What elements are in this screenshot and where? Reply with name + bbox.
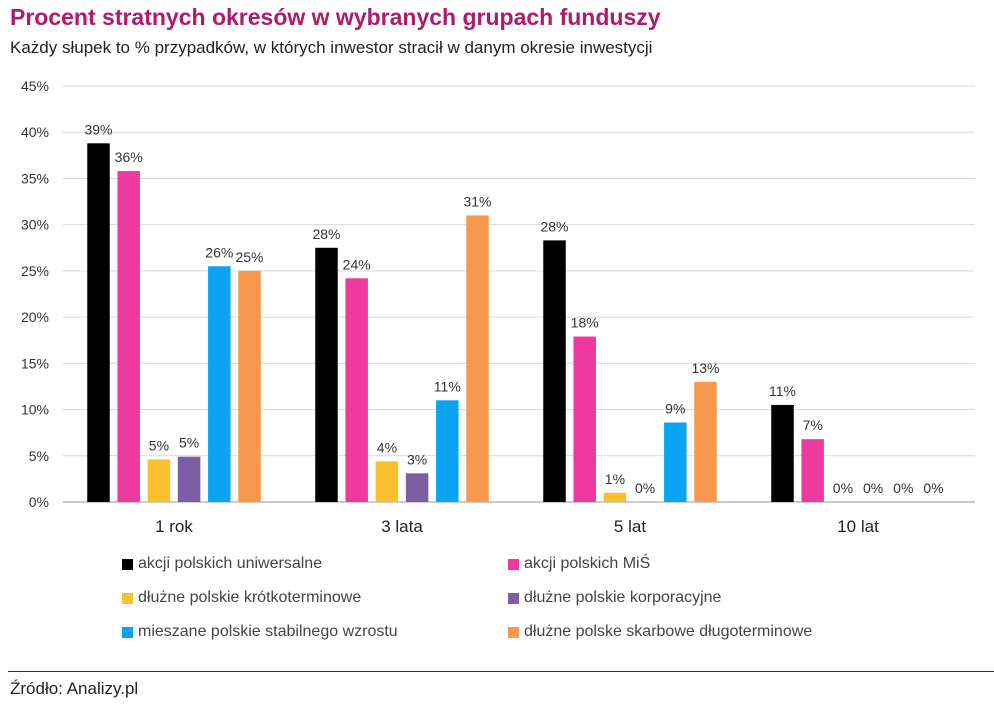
data-label: 7% — [803, 417, 823, 433]
data-label: 39% — [84, 121, 112, 137]
legend-item: akcji polskich MiŚ — [508, 555, 650, 573]
legend-item: dłużne polske skarbowe długoterminowe — [508, 623, 812, 641]
y-tick-label: 5% — [29, 448, 49, 464]
legend-item: mieszane polskie stabilnego wzrostu — [122, 623, 398, 641]
bar — [573, 336, 596, 502]
bar — [117, 171, 140, 502]
data-label: 11% — [769, 383, 796, 399]
x-tick-label: 1 rok — [155, 517, 193, 536]
legend-swatch — [122, 592, 133, 604]
bar — [694, 381, 717, 502]
bar-chart: 0% 5% 10% 15% 20% 25% 30% 35% 40% 45% 39%36% 5% 5% 26… — [21, 78, 975, 536]
data-label: 1% — [605, 471, 625, 487]
chart-title: Procent stratnych okresów w wybranych gr… — [10, 4, 661, 30]
data-label: 24% — [343, 256, 371, 272]
legend-label: dłużne polskie korporacyjne — [524, 589, 722, 606]
bar — [238, 270, 261, 502]
y-tick-label: 10% — [21, 402, 49, 418]
legend-item: dłużne polskie krótkoterminowe — [122, 589, 361, 607]
data-label: 0% — [833, 480, 853, 496]
legend-label: akcji polskich uniwersalne — [138, 555, 323, 572]
bar — [664, 422, 687, 502]
y-tick-label: 40% — [21, 124, 49, 140]
legend-label: dłużne polskie krótkoterminowe — [138, 589, 362, 606]
y-tick-label: 30% — [21, 217, 49, 233]
data-label: 13% — [691, 360, 719, 376]
data-label: 25% — [235, 249, 263, 265]
bar — [177, 456, 201, 502]
bar — [603, 492, 627, 502]
data-label: 11% — [434, 378, 461, 394]
bar — [801, 439, 824, 502]
data-label: 5% — [179, 435, 199, 451]
data-label: 0% — [893, 480, 913, 496]
y-tick-label: 15% — [21, 355, 49, 371]
data-label: 3% — [407, 451, 427, 467]
legend-swatch — [508, 626, 519, 638]
data-label: 0% — [635, 480, 655, 496]
data-label: 26% — [205, 244, 233, 260]
bar — [208, 266, 231, 502]
data-label: 0% — [923, 480, 943, 496]
y-tick-label: 0% — [29, 494, 49, 510]
bar — [771, 404, 794, 502]
bar — [543, 240, 566, 503]
data-label: 18% — [571, 315, 599, 331]
data-label: 9% — [665, 400, 685, 416]
x-tick-label: 10 lat — [837, 517, 879, 536]
bar — [315, 247, 338, 502]
legend-label: akcji polskich MiŚ — [524, 555, 651, 572]
x-tick-label: 5 lat — [614, 517, 646, 536]
source-note: Źródło: Analizy.pl — [10, 679, 139, 698]
footer-divider — [8, 671, 994, 672]
y-tick-label: 25% — [21, 263, 49, 279]
legend-item: dłużne polskie korporacyjne — [508, 589, 721, 607]
data-label: 31% — [463, 193, 491, 209]
bar — [466, 215, 489, 502]
data-label: 28% — [540, 218, 568, 234]
legend-label: mieszane polskie stabilnego wzrostu — [138, 623, 398, 640]
data-label: 0% — [863, 480, 883, 496]
legend-swatch — [508, 558, 519, 570]
legend-swatch — [122, 626, 133, 638]
data-label: 28% — [312, 226, 340, 242]
bar — [87, 143, 110, 502]
bar — [375, 461, 399, 502]
y-tick-label: 20% — [21, 309, 49, 325]
bar — [147, 459, 171, 502]
data-label: 4% — [377, 439, 397, 455]
data-label: 36% — [115, 149, 143, 165]
legend-swatch — [122, 558, 133, 570]
bar — [436, 400, 459, 502]
y-tick-label: 35% — [21, 170, 49, 186]
data-label: 5% — [149, 437, 169, 453]
chart-subtitle: Każdy słupek to % przypadków, w których … — [10, 38, 653, 57]
y-tick-label: 45% — [21, 78, 49, 94]
legend-swatch — [508, 592, 519, 604]
x-tick-label: 3 lata — [381, 517, 423, 536]
bar — [405, 473, 429, 502]
bar — [345, 278, 368, 502]
legend-item: akcji polskich uniwersalne — [122, 555, 322, 573]
legend-label: dłużne polske skarbowe długoterminowe — [524, 623, 813, 640]
